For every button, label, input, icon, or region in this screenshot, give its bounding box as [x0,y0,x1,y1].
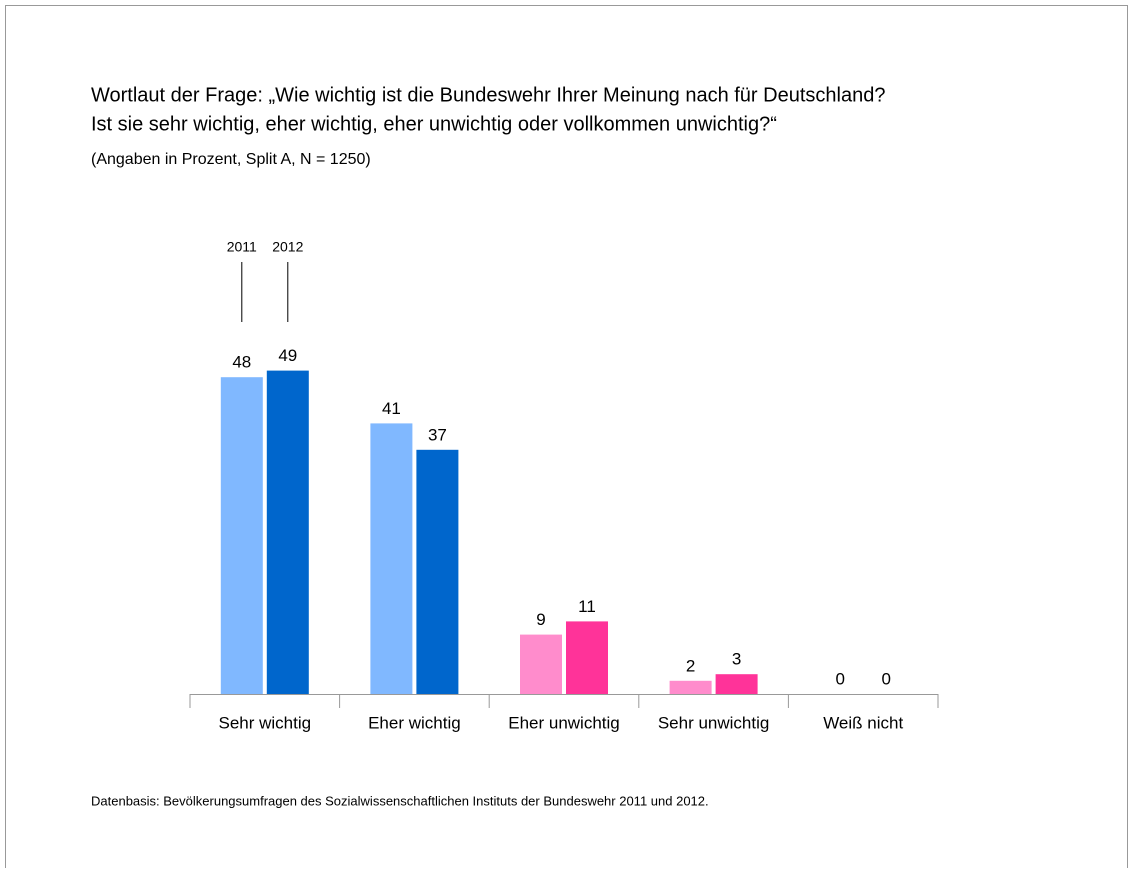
legend-label: 2011 [227,239,257,255]
value-label: 0 [881,669,890,688]
chart-title: Ist sie sehr wichtig, eher wichtig, eher… [91,113,777,135]
x-tick-label: Sehr wichtig [218,713,311,732]
value-label: 41 [382,399,401,418]
x-tick-label: Eher unwichtig [508,713,620,732]
x-tick-label: Sehr unwichtig [658,713,770,732]
bar [669,680,712,694]
value-label: 0 [835,669,844,688]
bar [520,634,562,694]
chart-title: Wortlaut der Frage: „Wie wichtig ist die… [91,84,885,106]
x-tick-label: Eher wichtig [368,713,461,732]
bar [266,370,309,694]
bar [715,674,758,694]
value-label: 49 [278,346,297,365]
chart-subtitle: (Angaben in Prozent, Split A, N = 1250) [91,151,371,168]
bar [370,423,413,694]
value-label: 9 [536,610,545,629]
value-label: 37 [428,425,447,444]
value-label: 11 [578,597,596,616]
legend-label: 2012 [272,239,303,255]
bar [220,377,263,694]
note: Datenbasis: Bevölkerungsumfragen des Soz… [91,793,709,808]
value-label: 2 [686,656,695,675]
value-label: 48 [232,353,251,372]
x-tick-label: Weiß nicht [823,713,903,732]
value-label: 3 [732,650,741,669]
bar [566,621,608,694]
bar [416,449,459,694]
frame [5,5,1128,873]
